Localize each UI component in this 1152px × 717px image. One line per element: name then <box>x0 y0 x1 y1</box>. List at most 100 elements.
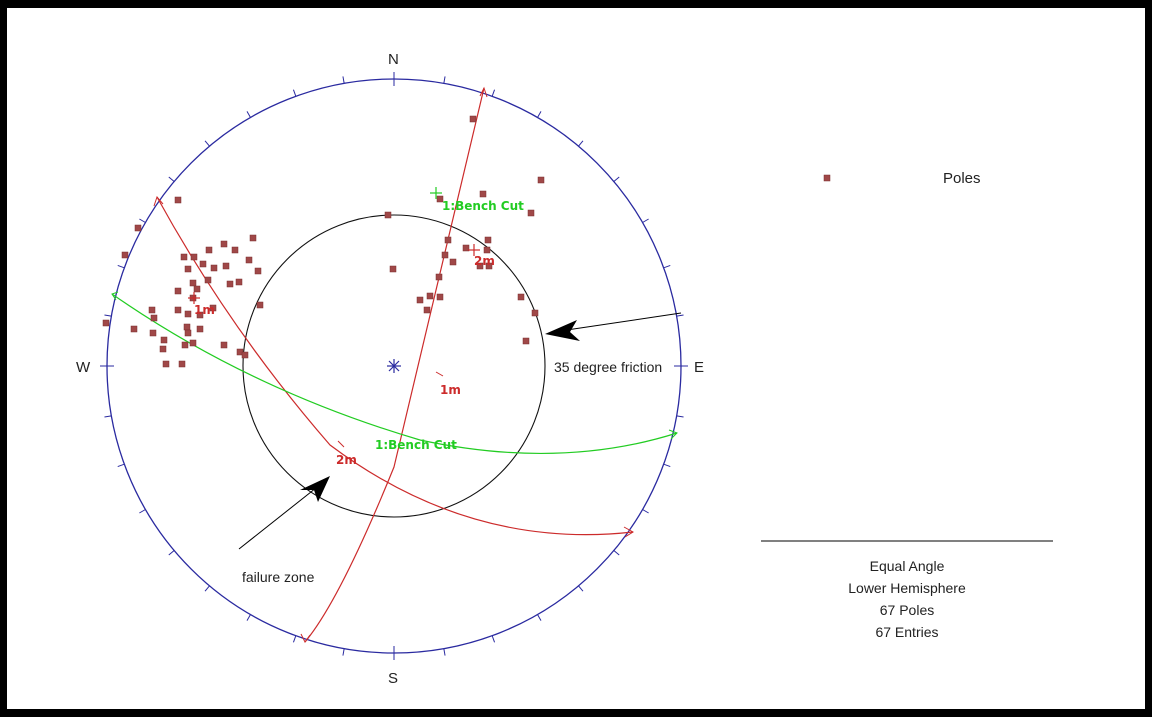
pole-marker <box>241 351 249 359</box>
south-label: S <box>388 670 398 687</box>
pole-marker <box>159 345 167 353</box>
pole-marker <box>537 176 545 184</box>
pole-marker <box>196 311 204 319</box>
degree-tick <box>642 509 649 514</box>
pole-marker <box>220 341 228 349</box>
pole-marker <box>204 276 212 284</box>
degree-tick <box>139 218 146 223</box>
pole-marker <box>476 262 484 270</box>
degree-tick <box>342 648 345 656</box>
pole-marker <box>148 306 156 314</box>
pole-marker <box>189 279 197 287</box>
degree-tick <box>104 314 112 317</box>
pole-marker <box>479 190 487 198</box>
poles-count-text: 67 Poles <box>880 602 934 618</box>
degree-tick <box>676 415 684 418</box>
pole-marker <box>184 329 192 337</box>
pole-marker <box>178 360 186 368</box>
pole-marker <box>231 246 239 254</box>
pole-marker <box>435 273 443 281</box>
pole-marker <box>483 246 491 254</box>
plane-end-arrows <box>153 86 634 643</box>
pole-marker <box>531 309 539 317</box>
pole-marker <box>245 256 253 264</box>
projection-text: Equal Angle <box>870 558 945 574</box>
pole-marker <box>174 306 182 314</box>
hemisphere-text: Lower Hemisphere <box>848 580 966 596</box>
pole-marker <box>235 278 243 286</box>
west-label: W <box>76 359 91 376</box>
friction-annotation: 35 degree friction <box>554 359 662 375</box>
pole-marker <box>196 325 204 333</box>
pole-marker <box>256 301 264 309</box>
set-1m-plane-label: 1m <box>440 383 461 397</box>
pole-marker <box>254 267 262 275</box>
pole-marker <box>462 244 470 252</box>
plane-tick-marks <box>337 371 444 448</box>
pole-marker <box>527 209 535 217</box>
pole-marker <box>249 234 257 242</box>
degree-ticks <box>100 72 688 660</box>
pole-marker <box>384 211 392 219</box>
degree-tick <box>613 176 620 182</box>
set-1m-pole-label: 1m <box>194 303 215 317</box>
degree-tick <box>168 176 175 182</box>
degree-tick <box>139 509 146 514</box>
pole-marker <box>220 240 228 248</box>
failure-annotation: failure zone <box>242 569 315 585</box>
bench-cut-arrows <box>111 291 678 440</box>
pole-marker <box>222 262 230 270</box>
pole-marker <box>449 258 457 266</box>
pole-marker <box>426 292 434 300</box>
degree-tick <box>443 76 446 84</box>
degree-tick <box>663 463 671 468</box>
failure-arrow <box>238 476 330 550</box>
pole-marker <box>181 341 189 349</box>
pole-marker <box>102 319 110 327</box>
degree-tick <box>491 635 496 643</box>
pole-marker <box>210 264 218 272</box>
pole-marker <box>189 339 197 347</box>
pole-marker <box>416 296 424 304</box>
legend-pole-marker <box>823 174 831 182</box>
degree-tick <box>443 648 446 656</box>
degree-tick <box>117 463 125 468</box>
degree-tick <box>246 111 251 118</box>
pole-marker <box>160 336 168 344</box>
degree-tick <box>292 89 297 97</box>
degree-tick <box>204 140 210 147</box>
pole-marker <box>183 323 191 331</box>
center-marker <box>387 359 401 373</box>
degree-tick <box>676 314 684 317</box>
pole-marker <box>134 224 142 232</box>
poles-layer <box>102 115 545 368</box>
degree-tick <box>168 550 175 556</box>
pole-marker <box>162 360 170 368</box>
set-2m-pole-label: 2m <box>474 254 495 268</box>
degree-tick <box>613 550 620 556</box>
set-1m-pole-cross <box>188 292 200 304</box>
bench-cut-great-circle <box>111 293 678 454</box>
pole-marker <box>522 337 530 345</box>
pole-marker <box>209 304 217 312</box>
pole-marker <box>389 265 397 273</box>
degree-tick <box>537 614 542 621</box>
pole-marker <box>193 285 201 293</box>
pole-marker <box>436 293 444 301</box>
degree-tick <box>246 614 251 621</box>
pole-marker <box>226 280 234 288</box>
degree-tick <box>342 76 345 84</box>
pole-marker <box>517 293 525 301</box>
pole-marker <box>199 260 207 268</box>
degree-tick <box>491 89 496 97</box>
north-label: N <box>388 51 399 68</box>
pole-marker <box>149 329 157 337</box>
pole-marker <box>485 262 493 270</box>
bench-cut-pole-cross <box>430 187 442 199</box>
degree-tick <box>663 264 671 269</box>
pole-marker <box>436 195 444 203</box>
bench-cut-pole-label: 1:Bench Cut <box>442 199 524 213</box>
friction-circle <box>242 214 546 518</box>
degree-tick <box>537 111 542 118</box>
bench-cut-plane-label: 1:Bench Cut <box>375 438 457 452</box>
